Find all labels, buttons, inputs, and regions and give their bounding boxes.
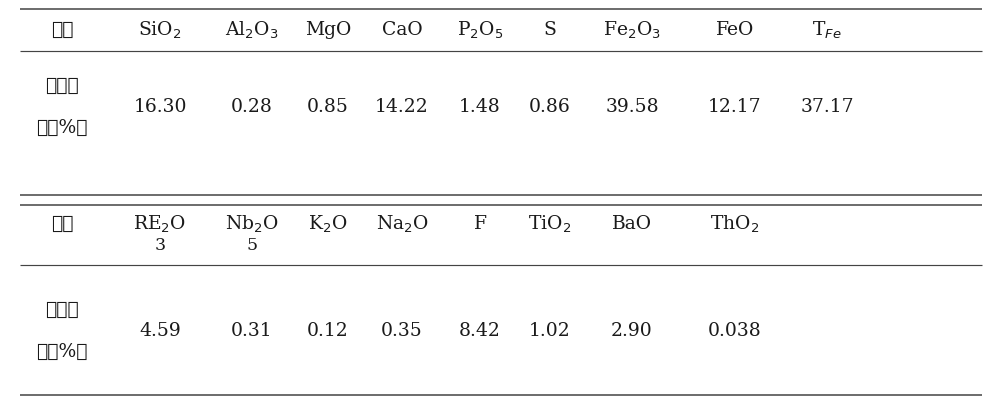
Text: 0.038: 0.038 [708,321,762,339]
Text: 1.48: 1.48 [459,98,501,116]
Text: 0.28: 0.28 [231,98,273,116]
Text: TiO$_2$: TiO$_2$ [528,213,572,234]
Text: 39.58: 39.58 [605,98,659,116]
Text: 0.12: 0.12 [307,321,349,339]
Text: 16.30: 16.30 [133,98,187,116]
Text: FeO: FeO [716,21,754,39]
Text: RE$_2$O: RE$_2$O [133,213,187,234]
Text: 14.22: 14.22 [375,98,429,116]
Text: 质量含: 质量含 [45,300,79,318]
Text: Na$_2$O: Na$_2$O [376,213,428,234]
Text: 质量含: 质量含 [45,77,79,95]
Text: 5: 5 [246,237,258,254]
Text: SiO$_2$: SiO$_2$ [138,19,182,40]
Text: Fe$_2$O$_3$: Fe$_2$O$_3$ [603,19,661,40]
Text: 12.17: 12.17 [708,98,762,116]
Text: 量（%）: 量（%） [36,342,88,360]
Text: 0.35: 0.35 [381,321,423,339]
Text: ThO$_2$: ThO$_2$ [710,213,760,234]
Text: 0.85: 0.85 [307,98,349,116]
Text: MgO: MgO [305,21,351,39]
Text: T$_{Fe}$: T$_{Fe}$ [812,19,842,40]
Text: 成分: 成分 [51,21,73,39]
Text: F: F [474,215,486,232]
Text: 0.86: 0.86 [529,98,571,116]
Text: CaO: CaO [382,21,422,39]
Text: 量（%）: 量（%） [36,119,88,136]
Text: 3: 3 [154,237,166,254]
Text: P$_2$O$_5$: P$_2$O$_5$ [457,19,503,40]
Text: BaO: BaO [612,215,652,232]
Text: 1.02: 1.02 [529,321,571,339]
Text: 4.59: 4.59 [139,321,181,339]
Text: 2.90: 2.90 [611,321,653,339]
Text: Nb$_2$O: Nb$_2$O [225,213,279,234]
Text: 成分: 成分 [51,215,73,232]
Text: Al$_2$O$_3$: Al$_2$O$_3$ [225,19,279,40]
Text: 8.42: 8.42 [459,321,501,339]
Text: 37.17: 37.17 [800,98,854,116]
Text: 0.31: 0.31 [231,321,273,339]
Text: S: S [544,21,556,39]
Text: K$_2$O: K$_2$O [308,213,348,234]
